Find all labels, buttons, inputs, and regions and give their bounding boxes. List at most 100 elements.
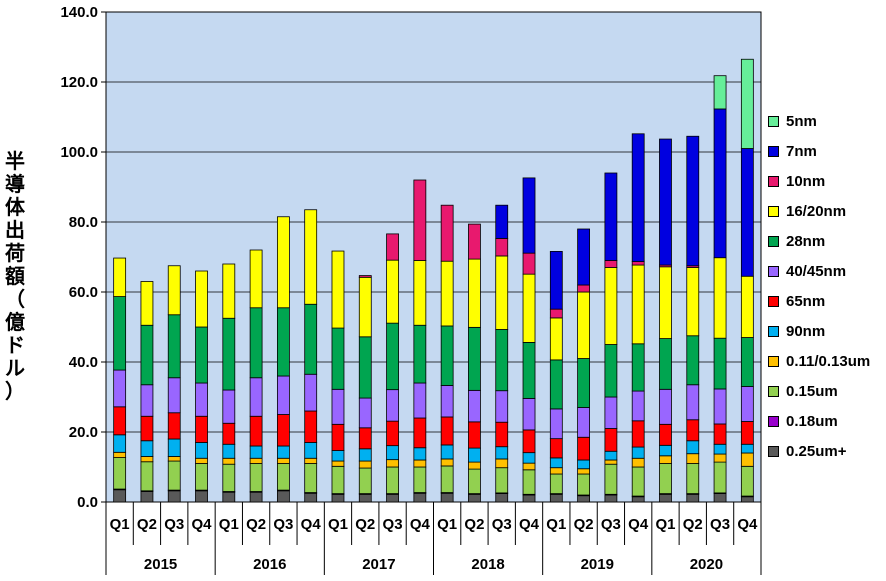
bar-segment [549, 438, 563, 459]
bar-segment [522, 273, 536, 343]
bar-segment [495, 458, 509, 469]
legend-swatch [768, 446, 779, 457]
legend-swatch [768, 326, 779, 337]
bar-segment [331, 423, 345, 451]
bar-segment [249, 415, 263, 447]
x-tick-label: Q3 [710, 516, 730, 533]
bar-segment [604, 494, 618, 503]
bar-segment [386, 322, 399, 391]
legend-label: 28nm [786, 233, 826, 250]
x-tick-label: Q2 [137, 516, 157, 533]
legend-swatch [768, 176, 779, 187]
bar-segment [413, 179, 427, 261]
bar-segment [222, 422, 236, 445]
y-tick-label: 100.0 [60, 144, 98, 161]
legend-swatch [768, 206, 779, 217]
bar-segment [577, 436, 590, 461]
bar-segment [686, 384, 700, 421]
y-axis-title-char: ） [5, 379, 25, 403]
bar-segment [195, 415, 208, 443]
bar-segment [113, 457, 127, 490]
bar-segment [140, 281, 154, 326]
y-axis-title-char: 額 [5, 264, 25, 288]
bar-segment [358, 275, 372, 278]
bar-segment [686, 335, 700, 386]
bar-segment [276, 445, 290, 459]
bar-segment [358, 460, 372, 469]
legend-label: 0.11/0.13um [786, 353, 871, 370]
bar-segment [495, 467, 509, 494]
year-label: 2018 [471, 556, 504, 573]
legend-label: 7nm [786, 143, 817, 160]
bar-segment [440, 416, 454, 446]
x-tick-label: Q1 [437, 516, 457, 533]
bar-segment [331, 388, 345, 425]
y-tick-label: 80.0 [69, 214, 98, 231]
x-tick-label: Q1 [110, 516, 130, 533]
bar-segment [468, 258, 481, 328]
bar-segment [659, 388, 672, 425]
y-axis-title-char: 導 [5, 172, 25, 196]
bar-segment [604, 459, 618, 465]
x-tick-label: Q1 [219, 516, 239, 533]
x-tick-label: Q3 [273, 516, 293, 533]
bar-segment [140, 456, 154, 463]
x-tick-label: Q3 [164, 516, 184, 533]
legend-swatch [768, 236, 779, 247]
bar-segment [276, 375, 290, 415]
bar-segment [113, 296, 127, 371]
bar-segment [631, 261, 645, 266]
bar-segment [686, 135, 700, 267]
bar-segment [358, 336, 372, 399]
bar-segment [386, 466, 399, 495]
bar-segment [222, 443, 236, 459]
bar-segment [195, 326, 208, 384]
bar-segment [577, 284, 590, 293]
x-tick-label: Q1 [655, 516, 675, 533]
y-axis-title-char: 荷 [5, 241, 25, 265]
bar-segment [522, 429, 536, 454]
bar-segment [304, 373, 318, 412]
bar-segment [468, 461, 481, 470]
bar-segment [740, 58, 754, 149]
bar-segment [740, 443, 754, 454]
bar-segment [468, 468, 481, 495]
bar-segment [167, 456, 181, 462]
bar-segment [659, 138, 672, 266]
bar-segment [713, 443, 727, 455]
legend-swatch [768, 146, 779, 157]
x-tick-label: Q3 [492, 516, 512, 533]
bar-segment [631, 390, 645, 422]
x-tick-label: Q3 [601, 516, 621, 533]
legend-label: 90nm [786, 323, 826, 340]
bar-segment [304, 492, 318, 503]
legend-label: 16/20nm [786, 203, 847, 220]
legend-swatch [768, 296, 779, 307]
bar-segment [358, 397, 372, 429]
bar-segment [740, 386, 754, 422]
y-axis-title-char: ド [5, 333, 25, 357]
bar-segment [195, 442, 208, 459]
y-axis: 0.0 20.0 40.0 60.0 80.0 100.0 120.0 140.0 [60, 4, 106, 511]
bar-segment [413, 324, 427, 384]
gridlines [106, 81, 761, 433]
bar-segment [549, 408, 563, 440]
bar-segment [113, 434, 127, 453]
bar-segment [604, 260, 618, 268]
bar-segment [740, 465, 754, 497]
y-axis-title: 半導体出荷額（億ドル） [2, 150, 28, 403]
bar-segment [386, 233, 399, 261]
bar-segment [331, 465, 345, 494]
legend-swatch [768, 116, 779, 127]
bar-segment [331, 250, 345, 329]
bar-segment [713, 423, 727, 445]
bar-segment [604, 428, 618, 452]
bar-segment [659, 266, 672, 339]
bar-segment [495, 390, 509, 423]
bar-segment [577, 291, 590, 359]
bar-segment [167, 377, 181, 414]
y-axis-title-char: 体 [5, 195, 25, 219]
bar-segment [577, 495, 590, 503]
bar-segment [713, 461, 727, 494]
bar-segment [659, 338, 672, 390]
